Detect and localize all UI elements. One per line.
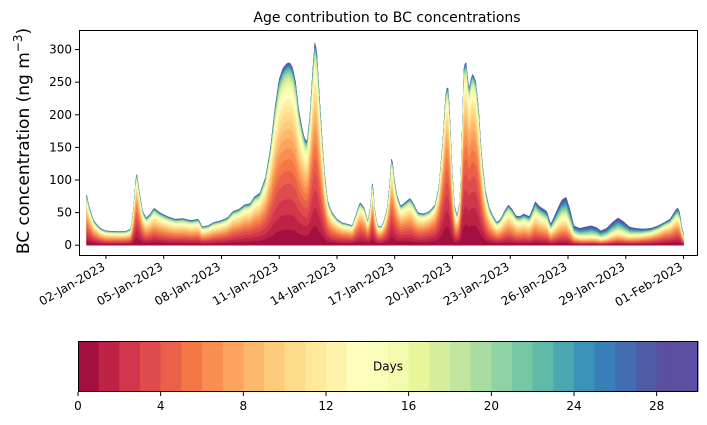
colorbar-swatch (181, 341, 203, 392)
y-axis-label-exponent: −3 (11, 34, 25, 52)
colorbar-swatch (243, 341, 265, 392)
colorbar-tick-label: 28 (649, 399, 664, 413)
colorbar-tick-label: 24 (566, 399, 581, 413)
colorbar-tick-label: 16 (401, 399, 416, 413)
age-layer-day-2 (86, 188, 684, 246)
colorbar-swatch (491, 341, 513, 392)
age-layer-day-23 (86, 47, 684, 246)
colorbar-swatch (429, 341, 451, 392)
y-axis-label-close: ) (14, 28, 34, 35)
y-tick-label: 250 (49, 75, 72, 89)
y-axis-label-text: BC concentration (ng m (14, 52, 34, 254)
colorbar-ticks: 0 4 8 12 16 20 24 28 (74, 392, 664, 413)
colorbar-tick-label: 12 (318, 399, 333, 413)
age-layer-day-3 (86, 172, 684, 246)
colorbar-tick-label: 4 (157, 399, 165, 413)
age-layer-day-28 (86, 43, 684, 246)
age-layer-day-26 (86, 44, 684, 246)
colorbar-swatch (305, 341, 327, 392)
age-layer-day-1 (86, 205, 684, 246)
chart-title: Age contribution to BC concentrations (253, 10, 520, 26)
colorbar-swatch (202, 341, 224, 392)
colorbar-swatch (553, 341, 575, 392)
y-tick-label: 0 (64, 238, 72, 252)
age-layer-day-27 (86, 44, 684, 246)
age-layer-day-4 (86, 156, 684, 246)
y-tick-label: 150 (49, 140, 72, 154)
colorbar-swatch (450, 341, 472, 392)
colorbar-swatch (119, 341, 141, 392)
y-tick-label: 100 (49, 173, 72, 187)
x-axis-ticks: 02-Jan-202305-Jan-202308-Jan-202311-Jan-… (37, 255, 685, 309)
y-tick-label: 300 (49, 43, 72, 57)
plot-area (86, 42, 684, 246)
age-layer-day-29 (86, 42, 684, 246)
colorbar-swatch (574, 341, 596, 392)
colorbar-tick-label: 20 (484, 399, 499, 413)
colorbar-swatch (388, 341, 410, 392)
colorbar-tick-label: 0 (74, 399, 82, 413)
colorbar-swatch (78, 341, 100, 392)
age-layer-day-24 (86, 46, 684, 246)
colorbar-tick-label: 8 (240, 399, 248, 413)
colorbar-swatch (367, 341, 389, 392)
colorbar-swatch (140, 341, 162, 392)
colorbar-swatch (594, 341, 616, 392)
colorbar-label: Days (373, 360, 403, 374)
age-layer-day-25 (86, 45, 684, 246)
colorbar-swatch (656, 341, 678, 392)
y-axis-ticks: 0 50 100 150 200 250 300 (49, 43, 79, 252)
colorbar-swatch (160, 341, 182, 392)
y-tick-label: 200 (49, 108, 72, 122)
colorbar-swatch (532, 341, 554, 392)
colorbar-swatch (677, 341, 699, 392)
colorbar-swatch (284, 341, 306, 392)
age-layer-day-5 (86, 143, 684, 246)
y-axis-label: BC concentration (ng m−3) (11, 28, 34, 254)
age-layers (86, 42, 684, 246)
colorbar-swatch (98, 341, 120, 392)
colorbar-swatch (615, 341, 637, 392)
colorbar-swatch (346, 341, 368, 392)
colorbar-swatch (264, 341, 286, 392)
colorbar-frame (78, 341, 698, 392)
colorbar-swatch (470, 341, 492, 392)
age-layer-day-22 (86, 48, 684, 246)
colorbar-swatch (408, 341, 430, 392)
y-tick-label: 50 (57, 206, 72, 220)
plot-frame (79, 30, 698, 256)
colorbar-swatch (636, 341, 658, 392)
colorbar-swatch (512, 341, 534, 392)
colorbar-swatch (326, 341, 348, 392)
colorbar-swatch (222, 341, 244, 392)
colorbar: Days (78, 341, 699, 392)
age-layer-day-0 (86, 224, 684, 246)
